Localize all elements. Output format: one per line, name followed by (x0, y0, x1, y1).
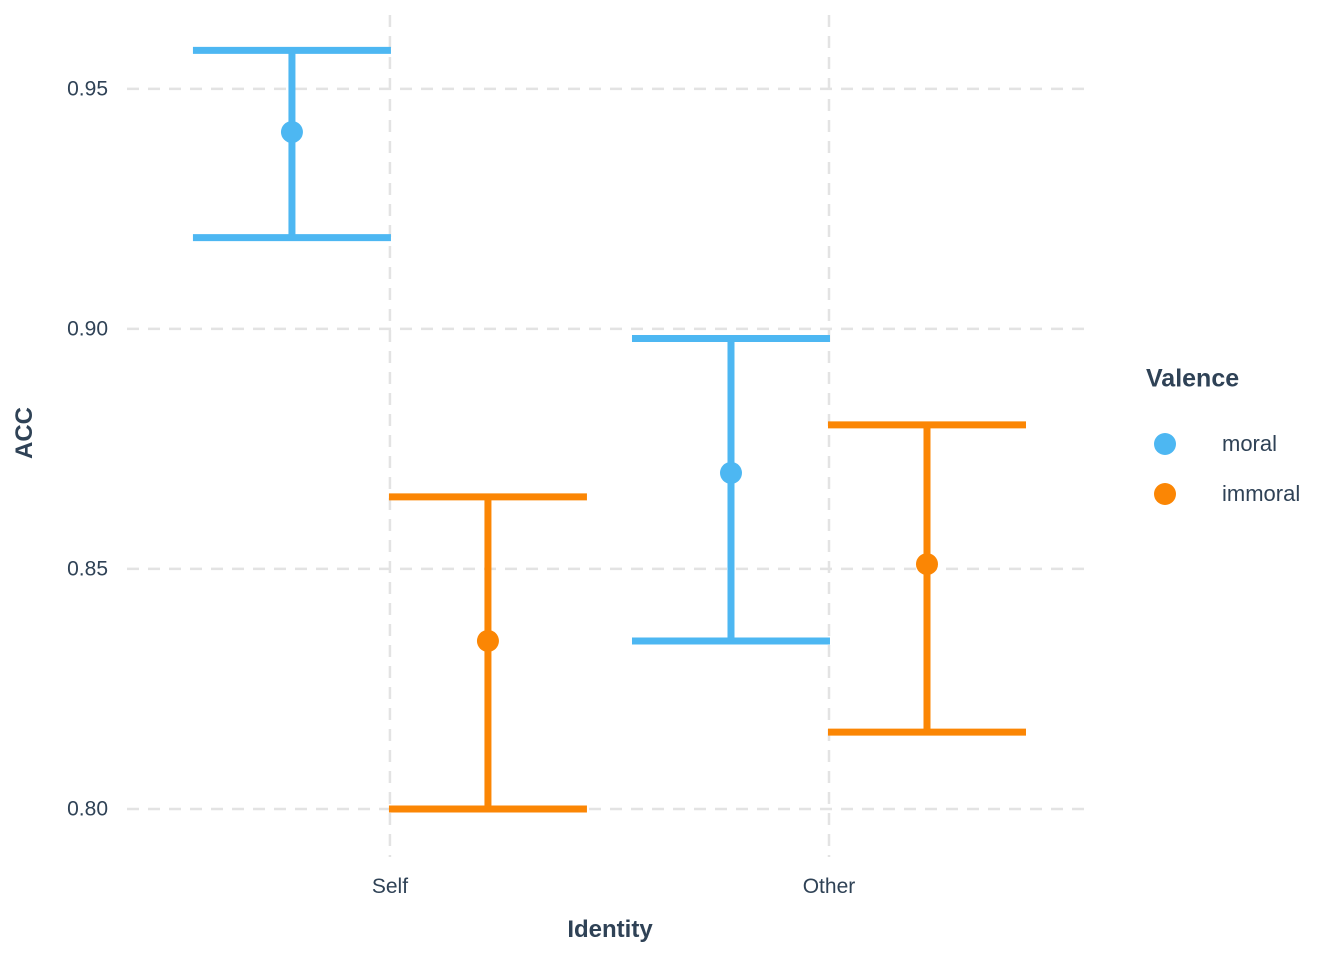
x-tick-label: Other (802, 875, 856, 898)
point-moral-other (719, 461, 742, 484)
point-moral-self (280, 121, 303, 144)
x-tick-label: Self (371, 875, 409, 898)
x-axis-title: Identity (567, 916, 653, 943)
y-tick-label: 0.85 (67, 557, 108, 581)
point-immoral-other (915, 553, 938, 576)
legend-swatch-immoral (1154, 483, 1176, 505)
point-immoral-self (476, 629, 499, 652)
y-axis-title: ACC (11, 407, 38, 459)
legend-label-moral: moral (1222, 431, 1278, 456)
y-tick-label: 0.90 (67, 317, 108, 341)
legend-swatch-moral (1154, 433, 1176, 455)
legend-label-immoral: immoral (1222, 481, 1301, 506)
y-tick-label: 0.80 (67, 797, 108, 821)
y-tick-label: 0.95 (67, 77, 108, 101)
legend-title: Valence (1146, 364, 1240, 393)
